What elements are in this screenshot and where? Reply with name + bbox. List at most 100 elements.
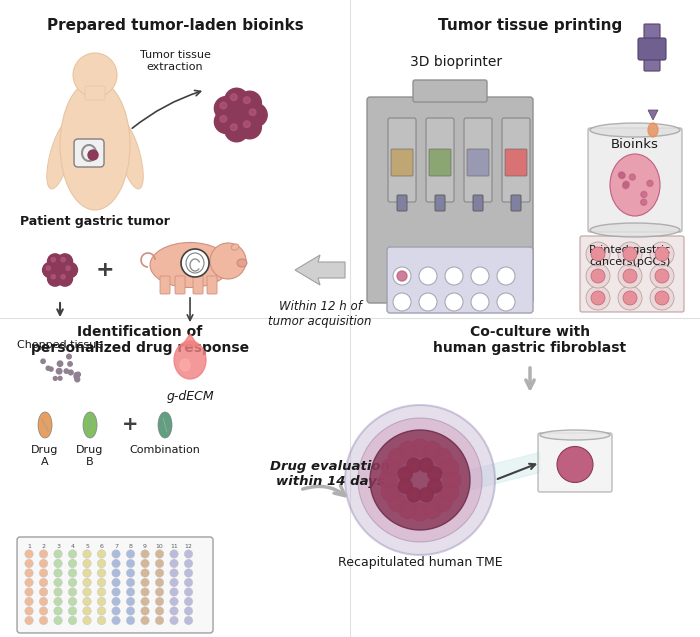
FancyBboxPatch shape: [387, 247, 533, 313]
Circle shape: [497, 293, 515, 311]
FancyBboxPatch shape: [435, 195, 445, 211]
FancyBboxPatch shape: [74, 139, 104, 167]
Text: Recapitulated human TME: Recapitulated human TME: [337, 556, 503, 569]
Circle shape: [141, 569, 149, 577]
Circle shape: [623, 247, 637, 261]
FancyBboxPatch shape: [367, 97, 533, 303]
Circle shape: [46, 366, 50, 370]
Text: Drug
B: Drug B: [76, 445, 104, 466]
Circle shape: [170, 598, 178, 606]
Circle shape: [46, 266, 50, 270]
Circle shape: [155, 550, 164, 558]
Circle shape: [398, 467, 412, 481]
Circle shape: [39, 616, 48, 625]
Circle shape: [170, 588, 178, 596]
Circle shape: [184, 550, 192, 558]
Circle shape: [591, 269, 605, 283]
Circle shape: [97, 578, 106, 587]
Ellipse shape: [158, 412, 172, 438]
Circle shape: [244, 121, 250, 127]
Circle shape: [419, 293, 437, 311]
Circle shape: [112, 550, 120, 558]
Text: Printed gastric
cancers(pGCs): Printed gastric cancers(pGCs): [589, 245, 671, 267]
Ellipse shape: [590, 223, 680, 237]
Circle shape: [126, 598, 134, 606]
Circle shape: [141, 588, 149, 596]
Circle shape: [54, 550, 62, 558]
Text: Chopped tissue: Chopped tissue: [17, 340, 103, 350]
Circle shape: [623, 181, 629, 187]
Circle shape: [112, 616, 120, 625]
Circle shape: [141, 578, 149, 587]
Circle shape: [75, 377, 80, 382]
Ellipse shape: [180, 359, 190, 371]
Circle shape: [155, 588, 164, 596]
Circle shape: [155, 569, 164, 577]
Circle shape: [181, 249, 209, 277]
FancyBboxPatch shape: [207, 276, 217, 294]
FancyBboxPatch shape: [426, 118, 454, 202]
Circle shape: [112, 559, 120, 568]
Circle shape: [170, 550, 178, 558]
Ellipse shape: [648, 123, 658, 137]
Ellipse shape: [540, 430, 610, 440]
Circle shape: [647, 180, 653, 186]
Text: 5: 5: [85, 544, 89, 549]
Circle shape: [66, 266, 70, 270]
Circle shape: [238, 91, 261, 115]
Ellipse shape: [60, 80, 130, 210]
Text: 10: 10: [155, 544, 163, 549]
Circle shape: [170, 559, 178, 568]
Text: 9: 9: [143, 544, 147, 549]
FancyBboxPatch shape: [538, 433, 612, 492]
Circle shape: [440, 483, 458, 501]
Circle shape: [389, 448, 407, 466]
Circle shape: [433, 494, 452, 512]
Circle shape: [25, 607, 33, 615]
Circle shape: [69, 569, 77, 577]
FancyBboxPatch shape: [17, 537, 213, 633]
Circle shape: [184, 569, 192, 577]
Circle shape: [54, 598, 62, 606]
Ellipse shape: [83, 412, 97, 438]
Circle shape: [586, 286, 610, 310]
Circle shape: [214, 97, 238, 120]
Circle shape: [51, 275, 55, 279]
Circle shape: [573, 468, 582, 476]
Circle shape: [141, 559, 149, 568]
FancyBboxPatch shape: [505, 149, 527, 176]
Circle shape: [39, 569, 48, 577]
Circle shape: [155, 559, 164, 568]
Circle shape: [379, 471, 397, 489]
Circle shape: [249, 109, 256, 115]
Circle shape: [170, 607, 178, 615]
Circle shape: [358, 418, 482, 542]
Circle shape: [54, 616, 62, 625]
Ellipse shape: [174, 341, 206, 379]
Circle shape: [155, 616, 164, 625]
Text: Bioinks: Bioinks: [611, 138, 659, 151]
Circle shape: [126, 569, 134, 577]
Circle shape: [112, 578, 120, 587]
Circle shape: [57, 271, 73, 286]
Circle shape: [57, 361, 63, 366]
FancyBboxPatch shape: [85, 86, 105, 100]
Circle shape: [126, 588, 134, 596]
Circle shape: [184, 616, 192, 625]
Circle shape: [73, 53, 117, 97]
Circle shape: [62, 262, 78, 278]
Circle shape: [411, 439, 429, 457]
FancyBboxPatch shape: [175, 276, 185, 294]
Circle shape: [76, 372, 80, 377]
Circle shape: [564, 465, 573, 473]
Circle shape: [39, 598, 48, 606]
Circle shape: [623, 291, 637, 305]
Circle shape: [471, 267, 489, 285]
FancyBboxPatch shape: [644, 24, 660, 71]
Circle shape: [97, 598, 106, 606]
Circle shape: [650, 264, 674, 288]
Circle shape: [618, 286, 642, 310]
Ellipse shape: [117, 121, 144, 189]
FancyBboxPatch shape: [588, 128, 682, 232]
FancyBboxPatch shape: [638, 38, 666, 60]
